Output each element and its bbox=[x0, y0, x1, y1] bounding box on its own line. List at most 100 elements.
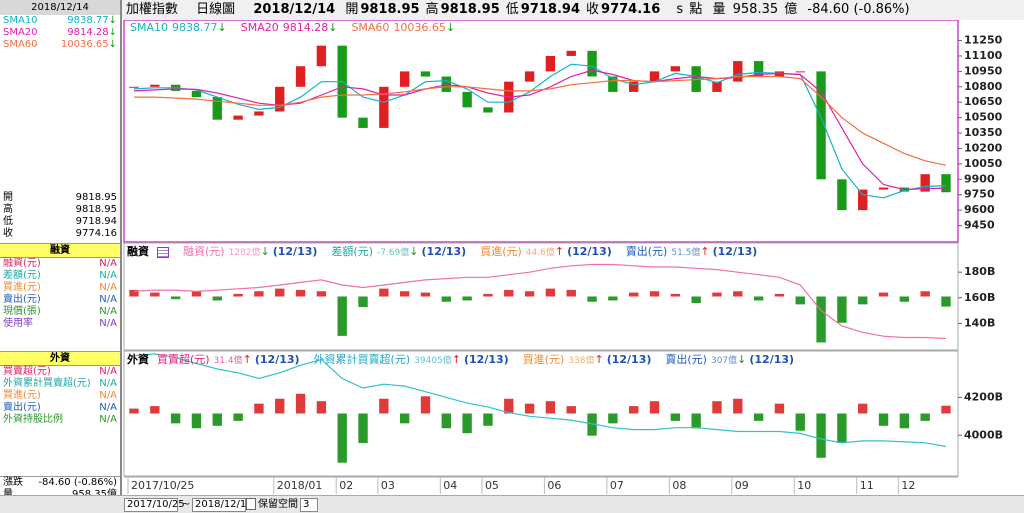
end-date[interactable]: 2018/12/14 bbox=[192, 498, 253, 512]
bar bbox=[733, 291, 743, 297]
bar bbox=[337, 296, 347, 336]
label: 現償(張) bbox=[3, 306, 41, 317]
close-flag: s bbox=[676, 2, 684, 17]
legend-item: SMA20 9814.28↓ bbox=[241, 21, 338, 34]
legend-item: SMA10 9838.77↓ bbox=[130, 21, 227, 34]
legend-date: (12/13) bbox=[272, 245, 318, 258]
quote-label: 收 bbox=[586, 2, 600, 17]
value: N/A bbox=[99, 378, 117, 389]
y-tick-label: 10200 bbox=[964, 141, 1003, 154]
legend-date: (12/13) bbox=[749, 353, 795, 366]
price-panel bbox=[123, 19, 959, 243]
bar bbox=[150, 292, 160, 297]
reserve-checkbox[interactable] bbox=[246, 498, 256, 510]
candle bbox=[941, 174, 951, 193]
candle bbox=[212, 97, 222, 120]
bar bbox=[587, 296, 597, 302]
y-tick-label: 9450 bbox=[964, 219, 995, 232]
foreign-section: 外資 買賣超(元) N/A 外資累計買賣超(元) N/A 買進(元) N/A 賣出(元) N/… bbox=[0, 351, 120, 426]
sma-name: SMA60 bbox=[3, 39, 38, 50]
bar bbox=[212, 413, 222, 426]
y-tick-label: 4000B bbox=[964, 428, 1003, 441]
bar bbox=[504, 289, 514, 297]
legend-name: 差額(元) bbox=[331, 245, 373, 258]
x-tick-label: 07 bbox=[610, 479, 624, 492]
x-tick-label: 04 bbox=[443, 479, 457, 492]
y-tick-label: 9900 bbox=[964, 172, 995, 185]
legend-arrow: ↓ bbox=[409, 245, 419, 258]
legend-name: 外資累計買賣超(元) bbox=[313, 353, 411, 366]
label: 低 bbox=[3, 216, 13, 227]
legend-arrow: ↓ bbox=[737, 353, 747, 366]
foreign-panel bbox=[123, 350, 959, 477]
index-name: 加權指數 bbox=[126, 2, 179, 17]
bar bbox=[129, 289, 139, 297]
x-tick-label: 05 bbox=[485, 479, 499, 492]
section-title: 融資 bbox=[0, 243, 120, 258]
legend-value: 1282億 bbox=[228, 248, 261, 258]
legend-arrow: ↓ bbox=[260, 245, 270, 258]
candle bbox=[191, 90, 202, 98]
bar bbox=[608, 413, 618, 424]
summary: 漲跌 -84.60 (-0.86%) 量 958.35億 bbox=[0, 476, 120, 501]
start-date[interactable]: 2017/10/25 bbox=[124, 498, 185, 512]
candle bbox=[878, 187, 889, 190]
y-tick-label: 9750 bbox=[964, 188, 995, 201]
label: 買賣超(元) bbox=[3, 366, 51, 377]
y-tick-label: 10950 bbox=[964, 64, 1003, 77]
label: 高 bbox=[3, 204, 13, 215]
bar bbox=[608, 296, 618, 301]
footer: 2017/10/25 ~ 2018/12/14 保留空間 3 bbox=[0, 495, 1024, 513]
bar bbox=[170, 296, 181, 300]
value: 9718.94 bbox=[75, 216, 117, 227]
candle bbox=[524, 71, 535, 82]
sma-value-wrap: 9838.77↓ bbox=[67, 15, 117, 27]
margin-panel bbox=[123, 242, 959, 351]
legend-item: 差額(元) -7.69億↓ (12/13) bbox=[331, 245, 466, 258]
value: 9818.95 bbox=[75, 192, 117, 203]
label: 外資持股比例 bbox=[3, 414, 63, 425]
label: 買進(元) bbox=[3, 282, 41, 293]
y-tick-label: 160B bbox=[964, 291, 995, 304]
reserve-count[interactable]: 3 bbox=[300, 498, 318, 512]
candle bbox=[670, 66, 681, 72]
sma-arrow: ↓ bbox=[108, 39, 117, 50]
quote-row: 開 9818.95 bbox=[0, 192, 120, 204]
legend-name: 買進(元) bbox=[522, 353, 565, 366]
bar bbox=[483, 413, 493, 426]
bar bbox=[837, 413, 847, 444]
bar bbox=[212, 296, 222, 301]
legend: SMA10 9838.77↓ SMA20 9814.28↓ SMA60 10036.65↓ bbox=[130, 21, 469, 34]
legend-item: 賣出(元) 307億↓ (12/13) bbox=[665, 353, 794, 366]
bar bbox=[295, 393, 306, 414]
x-tick-label: 09 bbox=[735, 479, 749, 492]
label: 外資累計買賣超(元) bbox=[3, 378, 91, 389]
bar bbox=[878, 413, 889, 426]
legend-name: SMA20 bbox=[240, 21, 279, 34]
legend-value: 338億 bbox=[568, 356, 595, 366]
bar bbox=[878, 292, 889, 297]
volume: 958.35 bbox=[732, 2, 779, 17]
legend-arrow: ↑ bbox=[451, 353, 461, 366]
legend-item: 外資累計買賣超(元) 39405億↑ (12/13) bbox=[314, 353, 509, 366]
y-tick-label: 9600 bbox=[964, 203, 995, 216]
legend-date: (12/13) bbox=[712, 245, 758, 258]
bar bbox=[753, 413, 764, 421]
bar bbox=[774, 293, 785, 297]
candle bbox=[649, 71, 660, 82]
volume-label: 量 bbox=[712, 2, 726, 17]
x-tick-label: 2018/01 bbox=[277, 479, 323, 492]
legend-value: 51.5億 bbox=[671, 248, 701, 258]
bar bbox=[795, 296, 805, 305]
info-row: 賣出(元) N/A bbox=[0, 402, 120, 414]
chart-canvas: 9450 9600 9750 9900 10050 10200 10350 10500 1065… bbox=[123, 19, 1003, 494]
legend-item: SMA60 10036.65↓ bbox=[351, 21, 455, 34]
candle bbox=[379, 86, 389, 128]
legend-arrow: ↑ bbox=[594, 353, 604, 366]
range-sep: ~ bbox=[182, 499, 191, 510]
value: N/A bbox=[99, 318, 117, 329]
bar bbox=[420, 396, 431, 414]
info-row: 買進(元) N/A bbox=[0, 282, 120, 294]
value: N/A bbox=[99, 306, 117, 317]
